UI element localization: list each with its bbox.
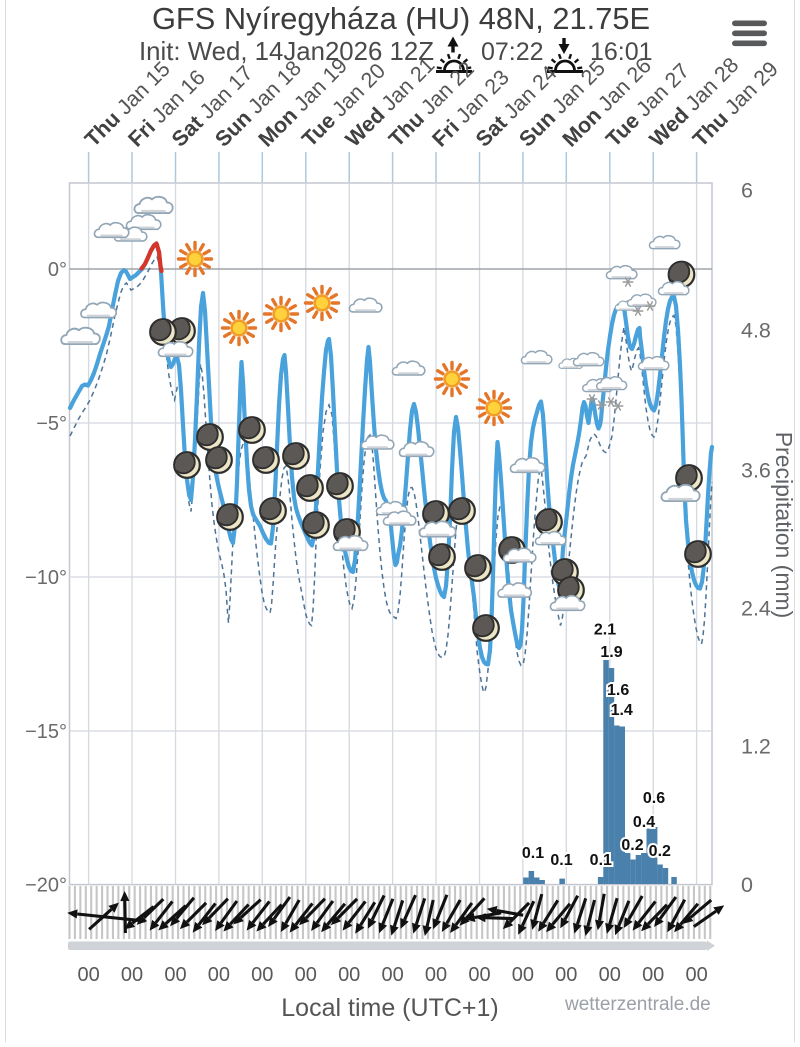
svg-text:wetterzentrale.de: wetterzentrale.de — [564, 994, 711, 1015]
svg-text:1.4: 1.4 — [611, 702, 633, 719]
svg-text:00: 00 — [77, 964, 99, 986]
svg-text:Init: Wed, 14Jan2026 12Z: Init: Wed, 14Jan2026 12Z — [139, 38, 434, 66]
svg-text:00: 00 — [295, 964, 317, 986]
svg-text:00: 00 — [164, 964, 186, 986]
svg-text:−15°: −15° — [25, 721, 67, 743]
svg-text:−5°: −5° — [36, 413, 67, 435]
svg-text:GFS Nyíregyháza (HU) 48N, 21.7: GFS Nyíregyháza (HU) 48N, 21.75E — [152, 1, 650, 36]
svg-text:00: 00 — [251, 964, 273, 986]
svg-text:00: 00 — [642, 964, 664, 986]
svg-text:0.1: 0.1 — [522, 845, 544, 862]
svg-text:00: 00 — [381, 964, 403, 986]
svg-text:0.6: 0.6 — [643, 790, 665, 807]
svg-text:2.1: 2.1 — [594, 622, 616, 639]
svg-text:00: 00 — [555, 964, 577, 986]
svg-text:4.8: 4.8 — [741, 319, 771, 343]
svg-text:00: 00 — [599, 964, 621, 986]
svg-text:00: 00 — [512, 964, 534, 986]
svg-text:00: 00 — [425, 964, 447, 986]
svg-text:0.1: 0.1 — [550, 852, 572, 869]
svg-text:00: 00 — [338, 964, 360, 986]
svg-text:0.2: 0.2 — [649, 843, 671, 860]
svg-text:Local time (UTC+1): Local time (UTC+1) — [281, 994, 498, 1022]
svg-text:1.9: 1.9 — [600, 644, 622, 661]
svg-text:0.4: 0.4 — [633, 814, 655, 831]
svg-text:3.6: 3.6 — [741, 459, 771, 483]
svg-text:2.4: 2.4 — [741, 597, 771, 621]
svg-text:0°: 0° — [48, 259, 67, 281]
svg-text:6: 6 — [741, 179, 753, 203]
svg-text:0.1: 0.1 — [590, 852, 612, 869]
svg-text:16:01: 16:01 — [590, 38, 653, 66]
svg-text:00: 00 — [468, 964, 490, 986]
svg-text:00: 00 — [208, 964, 230, 986]
svg-text:07:22: 07:22 — [481, 38, 544, 66]
svg-text:1.6: 1.6 — [607, 682, 629, 699]
svg-text:1.2: 1.2 — [741, 735, 771, 759]
svg-text:0: 0 — [741, 873, 753, 897]
svg-text:Precipitation (mm): Precipitation (mm) — [771, 432, 797, 619]
svg-text:00: 00 — [685, 964, 707, 986]
svg-text:00: 00 — [121, 964, 143, 986]
svg-text:−20°: −20° — [25, 875, 67, 897]
svg-text:−10°: −10° — [25, 567, 67, 589]
svg-text:0.2: 0.2 — [621, 837, 643, 854]
